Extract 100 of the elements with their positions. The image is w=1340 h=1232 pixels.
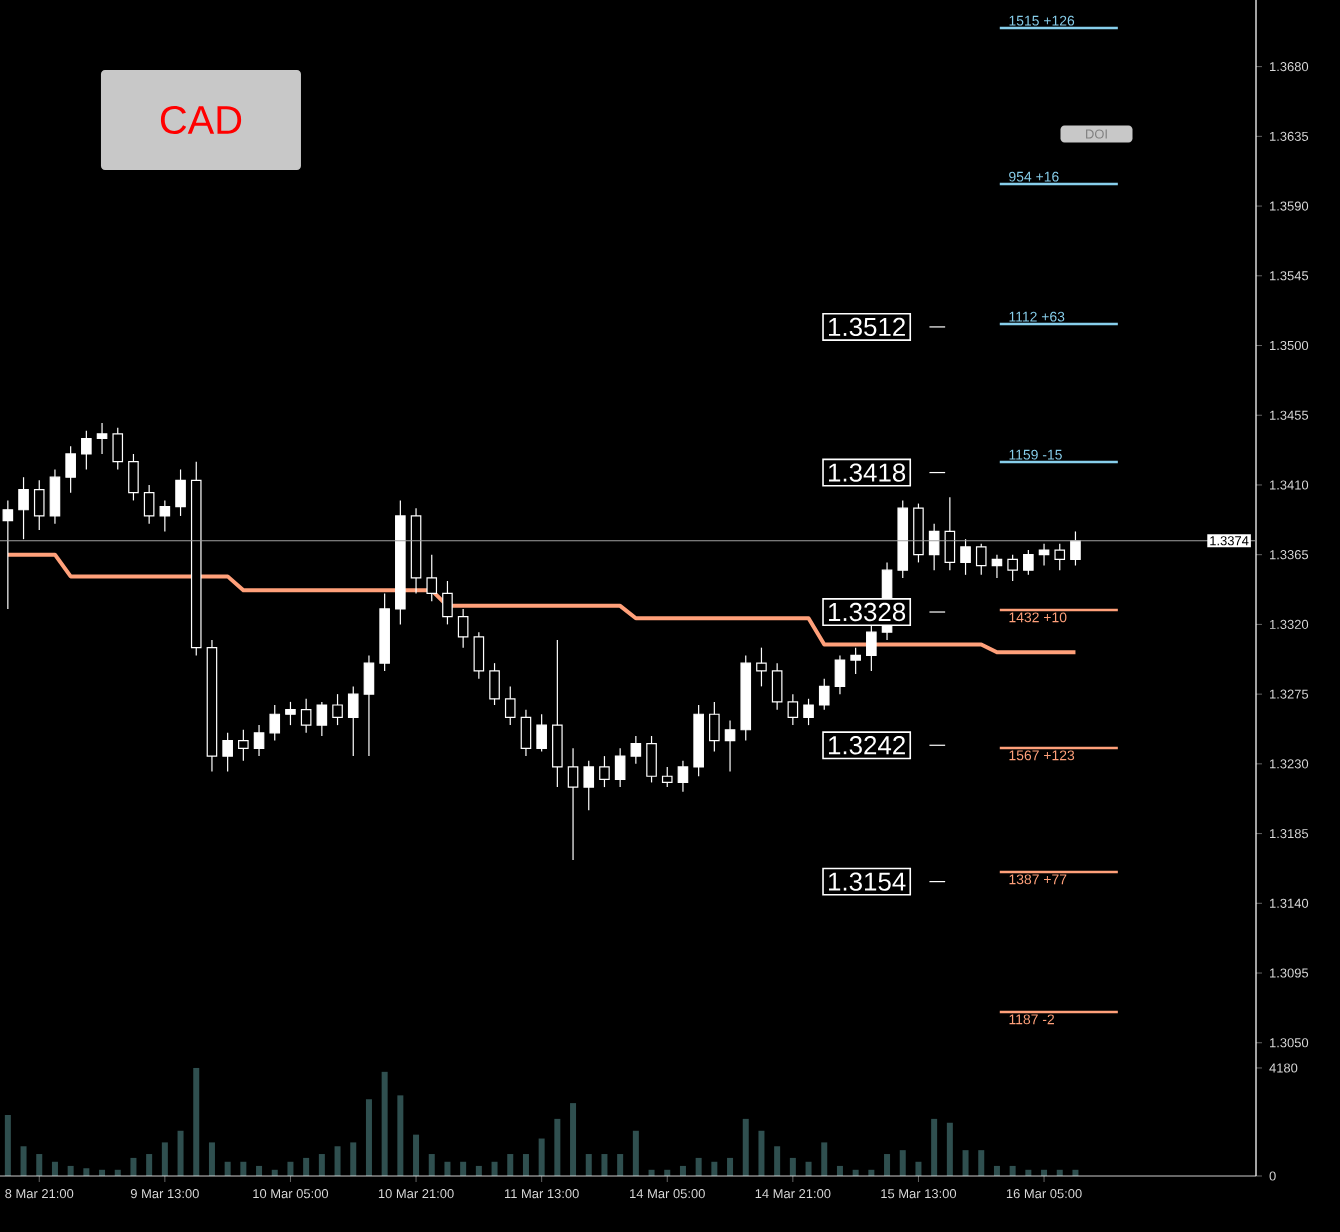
candlestick (238, 729, 249, 762)
bar (836, 1165, 843, 1176)
candlestick (2, 499, 14, 610)
candlestick (143, 484, 155, 525)
bar (224, 1161, 231, 1176)
bar (585, 1154, 592, 1176)
candlestick (1070, 530, 1081, 567)
candlestick (583, 760, 595, 811)
bar (4, 1115, 11, 1176)
bar (444, 1161, 451, 1176)
bar (460, 1161, 467, 1176)
bar (915, 1161, 922, 1176)
bar (303, 1157, 310, 1176)
bar (805, 1161, 812, 1176)
candlestick (426, 554, 438, 602)
candlestick (300, 698, 312, 734)
candlestick (1054, 543, 1066, 571)
bar (208, 1142, 215, 1176)
candlestick (536, 713, 547, 753)
candlestick (112, 427, 124, 471)
candlestick (520, 709, 532, 757)
candlestick (771, 662, 783, 711)
bar (350, 1142, 357, 1176)
candlestick (175, 468, 186, 517)
candlestick (347, 685, 359, 757)
bar (475, 1165, 482, 1176)
bar (428, 1154, 435, 1176)
candlestick (724, 719, 736, 773)
bar (193, 1067, 200, 1176)
candlestick (285, 701, 296, 726)
bar (931, 1118, 938, 1176)
candlestick (756, 647, 767, 687)
candlestick (363, 654, 375, 757)
candlestick (269, 704, 281, 742)
candlestick (253, 724, 265, 757)
candlestick (473, 631, 485, 680)
candlestick (567, 747, 579, 861)
candlestick (442, 580, 453, 626)
bar (146, 1154, 153, 1176)
candlestick (1023, 549, 1034, 576)
bar (20, 1146, 27, 1176)
annotation: 1.3154 (828, 872, 906, 891)
bar (727, 1157, 734, 1176)
candlestick (787, 693, 799, 726)
candlestick (489, 662, 500, 706)
bar (161, 1142, 168, 1176)
candlestick (552, 639, 563, 788)
candlestick (33, 479, 45, 531)
candlestick (834, 654, 846, 695)
annotation: 1.3242 (828, 736, 905, 755)
candlestick (991, 554, 1003, 579)
candlestick (316, 701, 328, 737)
bar (821, 1142, 828, 1176)
candlestick (457, 608, 469, 649)
bar (256, 1165, 263, 1176)
candlestick (709, 701, 720, 753)
candlestick (504, 685, 516, 726)
bar (632, 1130, 639, 1176)
annotation: 1.3512 (828, 317, 905, 337)
bar (617, 1154, 624, 1176)
bar (1009, 1165, 1016, 1176)
bar (365, 1099, 372, 1176)
bar (899, 1150, 906, 1176)
candlestick (599, 755, 610, 788)
candlestick (944, 496, 956, 571)
annotation: 1.3418 (828, 463, 906, 482)
bar (334, 1146, 341, 1176)
bar (287, 1161, 294, 1176)
bar (695, 1157, 702, 1176)
bar (978, 1150, 985, 1176)
bar (177, 1130, 184, 1176)
bar (397, 1095, 404, 1176)
bar (962, 1150, 969, 1176)
bar (318, 1154, 325, 1176)
candlestick (818, 678, 830, 711)
bar (381, 1071, 388, 1176)
candlestick (614, 747, 626, 788)
candlestick (49, 468, 61, 525)
candlestick (960, 538, 971, 576)
bar (36, 1154, 43, 1176)
candlestick (1038, 543, 1050, 567)
candlestick (96, 422, 108, 455)
bar (67, 1165, 74, 1176)
candlestick (677, 760, 689, 793)
candlestick (661, 766, 673, 788)
candlestick (975, 543, 987, 576)
candlestick (65, 445, 76, 494)
candlestick (928, 523, 940, 571)
annotation: CAD (160, 105, 242, 135)
bar (993, 1165, 1000, 1176)
candlestick (913, 502, 924, 564)
bar (711, 1161, 718, 1176)
bar (789, 1157, 796, 1176)
bar (601, 1154, 608, 1176)
candlestick (803, 698, 814, 726)
bar (522, 1154, 529, 1176)
bar (774, 1146, 781, 1176)
candlestick (850, 647, 861, 675)
candlestick (1007, 554, 1018, 582)
bar (491, 1161, 498, 1176)
